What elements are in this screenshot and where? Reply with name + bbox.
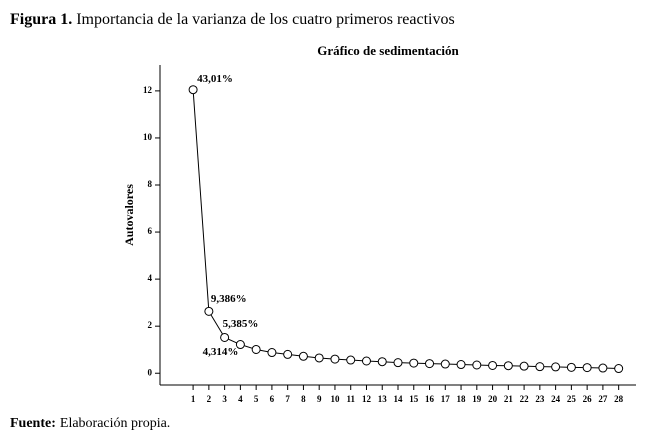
point	[330, 354, 340, 364]
point	[472, 360, 482, 370]
x-tick-label: 24	[551, 394, 561, 404]
point	[235, 340, 245, 350]
x-tick-label: 14	[394, 394, 404, 404]
point	[456, 360, 466, 370]
point	[377, 357, 387, 367]
x-tick-label: 8	[301, 394, 306, 404]
point	[188, 85, 198, 95]
caption-text: Importancia de la varianza de los cuatro…	[76, 11, 455, 28]
annotation: 43,01%	[197, 73, 233, 85]
source: Fuente: Elaboración propia.	[10, 416, 170, 431]
point	[267, 348, 277, 358]
y-tick-label: 0	[148, 367, 153, 377]
x-tick-label: 21	[504, 394, 514, 404]
x-tick-label: 18	[457, 394, 467, 404]
x-tick-label: 15	[409, 394, 419, 404]
point	[566, 362, 576, 372]
figure-label: Figura 1.	[10, 11, 72, 28]
source-label: Fuente:	[10, 416, 56, 431]
x-tick-label: 11	[346, 394, 355, 404]
point	[346, 355, 356, 365]
point	[283, 349, 293, 359]
x-tick-label: 13	[378, 394, 388, 404]
y-tick-label: 6	[148, 226, 153, 236]
x-tick-label: 12	[362, 394, 372, 404]
y-tick-label: 8	[148, 179, 153, 189]
point	[393, 358, 403, 368]
x-tick-label: 16	[425, 394, 435, 404]
annotation: 9,386%	[211, 293, 247, 305]
annotation: 5,385%	[223, 318, 259, 330]
point	[598, 363, 608, 373]
point	[488, 360, 498, 370]
x-tick-label: 17	[441, 394, 451, 404]
point	[251, 344, 261, 354]
point	[204, 306, 214, 316]
annotation: 4,314%	[203, 346, 239, 358]
y-axis-label: Autovalores	[122, 184, 136, 246]
x-tick-label: 10	[330, 394, 340, 404]
point	[314, 353, 324, 363]
point	[440, 359, 450, 369]
x-tick-label: 26	[583, 394, 593, 404]
x-tick-label: 1	[191, 394, 196, 404]
x-tick-label: 7	[285, 394, 290, 404]
x-tick-label: 28	[614, 394, 624, 404]
x-tick-label: 25	[567, 394, 577, 404]
point	[409, 358, 419, 368]
x-tick-label: 19	[472, 394, 482, 404]
x-tick-label: 2	[207, 394, 212, 404]
x-tick-label: 5	[254, 394, 259, 404]
point	[582, 363, 592, 373]
point	[361, 356, 371, 366]
y-tick-label: 4	[148, 273, 153, 283]
point	[551, 362, 561, 372]
x-tick-label: 9	[317, 394, 322, 404]
point	[535, 362, 545, 372]
x-tick-label: 3	[222, 394, 227, 404]
x-tick-label: 4	[238, 394, 243, 404]
x-tick-label: 20	[488, 394, 498, 404]
y-tick-label: 2	[148, 320, 153, 330]
y-tick-label: 12	[143, 85, 153, 95]
point	[220, 332, 230, 342]
source-text: Elaboración propia.	[60, 416, 170, 431]
point	[614, 364, 624, 374]
line	[192, 89, 619, 370]
y-tick-label: 10	[143, 132, 153, 142]
x-tick-label: 27	[598, 394, 608, 404]
chart-title: Gráfico de sedimentación	[317, 43, 459, 58]
point	[503, 361, 513, 371]
point	[298, 351, 308, 361]
point	[519, 361, 529, 371]
caption: Figura 1. Importancia de la varianza de l…	[10, 11, 455, 28]
x-tick-label: 23	[535, 394, 545, 404]
point	[425, 359, 435, 369]
x-tick-label: 6	[270, 394, 275, 404]
x-tick-label: 22	[520, 394, 530, 404]
